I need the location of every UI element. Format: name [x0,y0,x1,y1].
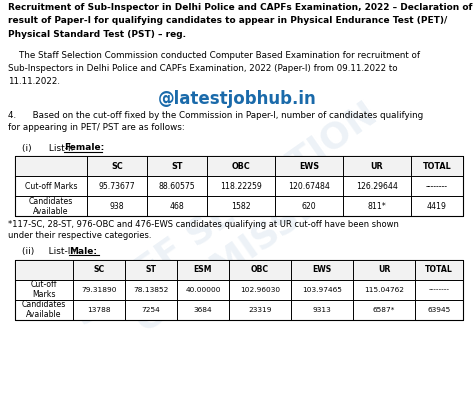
Text: Candidates
Available: Candidates Available [22,300,66,319]
Text: TOTAL: TOTAL [425,265,453,274]
Text: TOTAL: TOTAL [423,162,451,171]
Text: Sub-Inspectors in Delhi Police and CAPFs Examination, 2022 (Paper-I) from 09.11.: Sub-Inspectors in Delhi Police and CAPFs… [8,64,398,73]
Text: 78.13852: 78.13852 [133,286,169,293]
Text: OBC: OBC [232,162,250,171]
Bar [15,259,463,319]
Text: EWS: EWS [312,265,332,274]
Text: 4.      Based on the cut-off fixed by the Commission in Paper-I, number of candi: 4. Based on the cut-off fixed by the Com… [8,111,423,120]
Bar [15,259,463,279]
Text: result of Paper-I for qualifying candidates to appear in Physical Endurance Test: result of Paper-I for qualifying candida… [8,16,447,25]
Text: Male:: Male: [69,247,97,256]
Text: UR: UR [378,265,390,274]
Text: --------: -------- [428,286,449,293]
Text: (i)      List-I:: (i) List-I: [22,143,79,152]
Text: 13788: 13788 [87,307,111,312]
Text: SC: SC [93,265,105,274]
Text: EWS: EWS [299,162,319,171]
Text: 468: 468 [170,202,184,211]
Text: ESM: ESM [194,265,212,274]
Text: 811*: 811* [368,202,386,211]
Bar [15,157,463,217]
Text: 3684: 3684 [194,307,212,312]
Text: 102.96030: 102.96030 [240,286,280,293]
Text: 126.29644: 126.29644 [356,182,398,191]
Text: Female:: Female: [64,143,104,152]
Text: --------: -------- [426,182,448,191]
Text: 115.04762: 115.04762 [364,286,404,293]
Text: under their respective categories.: under their respective categories. [8,231,152,240]
Text: 120.67484: 120.67484 [288,182,330,191]
Text: ST: ST [146,265,156,274]
Text: 11.11.2022.: 11.11.2022. [8,76,60,85]
Text: 118.22259: 118.22259 [220,182,262,191]
Text: 938: 938 [109,202,124,211]
Text: 88.60575: 88.60575 [159,182,195,191]
Text: 95.73677: 95.73677 [99,182,135,191]
Text: Candidates
Available: Candidates Available [29,197,73,216]
Text: UR: UR [371,162,383,171]
Text: 7254: 7254 [142,307,160,312]
Text: *117-SC, 28-ST, 976-OBC and 476-EWS candidates qualifying at UR cut-off have bee: *117-SC, 28-ST, 976-OBC and 476-EWS cand… [8,219,399,229]
Text: 63945: 63945 [428,307,451,312]
Text: 6587*: 6587* [373,307,395,312]
Text: Physical Standard Test (PST) – reg.: Physical Standard Test (PST) – reg. [8,30,186,39]
Text: 1582: 1582 [231,202,251,211]
Text: 9313: 9313 [313,307,331,312]
Text: ST: ST [171,162,183,171]
Text: The Staff Selection Commission conducted Computer Based Examination for recruitm: The Staff Selection Commission conducted… [8,51,420,60]
Text: (ii)     List-II:: (ii) List-II: [22,247,82,256]
Text: OBC: OBC [251,265,269,274]
Text: Cut-off Marks: Cut-off Marks [25,182,77,191]
Text: for appearing in PET/ PST are as follows:: for appearing in PET/ PST are as follows… [8,123,185,132]
Bar [15,157,463,176]
Text: 23319: 23319 [248,307,272,312]
Text: 4419: 4419 [427,202,447,211]
Text: Cut-off
Marks: Cut-off Marks [31,280,57,299]
Text: @latestjobhub.in: @latestjobhub.in [158,90,316,109]
Text: 103.97465: 103.97465 [302,286,342,293]
Text: Recruitment of Sub-Inspector in Delhi Police and CAPFs Examination, 2022 – Decla: Recruitment of Sub-Inspector in Delhi Po… [8,3,473,12]
Text: SC: SC [111,162,123,171]
Text: 79.31890: 79.31890 [81,286,117,293]
Text: STAFF SELECTION
COMMISSION: STAFF SELECTION COMMISSION [67,97,407,365]
Text: 620: 620 [301,202,316,211]
Text: 40.00000: 40.00000 [185,286,221,293]
